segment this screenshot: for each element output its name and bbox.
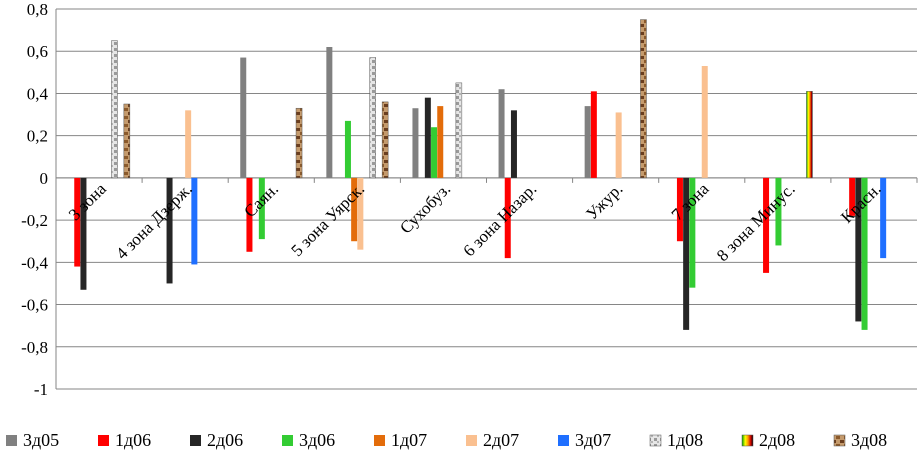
legend-swatch bbox=[374, 435, 385, 446]
legend: 3д05 1д06 2д06 3д06 1д07 2д07 3д07 1д08 2д08 3д08 bbox=[6, 430, 887, 450]
legend-label: 1д08 bbox=[667, 430, 703, 450]
legend-swatch bbox=[649, 434, 662, 447]
bar-2д06-9 bbox=[855, 177, 862, 322]
y-tick-label: -1 bbox=[34, 380, 48, 399]
bar-2д08-8 bbox=[806, 91, 813, 179]
bar-3д08-2 bbox=[295, 107, 303, 179]
legend-swatch bbox=[98, 435, 109, 446]
legend-swatch bbox=[190, 435, 201, 446]
legend-label: 3д05 bbox=[23, 430, 59, 450]
bar-2д07-6 bbox=[615, 112, 622, 178]
legend-label: 3д08 bbox=[851, 430, 887, 450]
legend-label: 3д07 bbox=[575, 430, 611, 450]
bar-3д06-8 bbox=[775, 177, 782, 246]
bar-3д08-0 bbox=[123, 103, 131, 179]
bar-1д06-0 bbox=[74, 177, 81, 267]
legend-swatch bbox=[558, 435, 569, 446]
bar-3д06-2 bbox=[258, 177, 265, 240]
legend-label: 1д07 bbox=[391, 430, 427, 450]
bar-1д06-7 bbox=[676, 177, 683, 242]
bar-1д08-3 bbox=[369, 57, 376, 179]
bar-1д07-4 bbox=[437, 106, 444, 178]
bar-2д06-7 bbox=[683, 177, 690, 330]
bar-3д06-9 bbox=[861, 177, 868, 330]
bar-1д06-6 bbox=[590, 91, 597, 178]
bar-1д06-8 bbox=[763, 177, 770, 273]
bar-1д08-0 bbox=[111, 40, 118, 179]
bar-2д06-5 bbox=[510, 110, 517, 178]
legend-swatch bbox=[833, 434, 846, 447]
bar-3д08-6 bbox=[640, 19, 647, 179]
bar-3д08-3 bbox=[381, 101, 389, 179]
axes bbox=[55, 9, 918, 389]
legend-label: 1д06 bbox=[115, 430, 151, 450]
legend-label: 3д06 bbox=[299, 430, 335, 450]
bar-2д07-1 bbox=[185, 110, 192, 178]
category-label: 8 зона Минус. bbox=[713, 179, 799, 265]
bar-1д06-5 bbox=[504, 177, 511, 259]
bar-3д07-1 bbox=[191, 177, 198, 265]
bar-1д06-9 bbox=[849, 177, 856, 216]
legend-label: 2д07 bbox=[483, 430, 519, 450]
bar-2д06-0 bbox=[80, 177, 87, 290]
bar-1д06-2 bbox=[246, 177, 253, 252]
y-tick-label: -0,2 bbox=[21, 211, 48, 230]
y-tick-labels: -1 -0,8 -0,6 -0,4 -0,2 0 0,2 0,4 0,6 0,8 bbox=[21, 0, 48, 399]
y-tick-label: -0,6 bbox=[21, 296, 48, 315]
bar-2д06-4 bbox=[424, 97, 431, 178]
legend-label: 2д08 bbox=[759, 430, 795, 450]
legend-swatch bbox=[741, 434, 754, 447]
category-label: Сухобуз. bbox=[396, 179, 454, 237]
bar-3д05-5 bbox=[498, 89, 505, 178]
bars bbox=[74, 19, 887, 330]
y-tick-label: 0,8 bbox=[27, 0, 48, 19]
y-tick-label: -0,8 bbox=[21, 338, 48, 357]
legend-swatch bbox=[466, 435, 477, 446]
legend-swatch bbox=[6, 435, 17, 446]
bar-2д06-1 bbox=[166, 177, 173, 284]
bar-3д07-9 bbox=[880, 177, 887, 259]
bar-3д05-4 bbox=[412, 108, 419, 178]
bar-2д07-7 bbox=[701, 66, 708, 178]
y-tick-label: 0,2 bbox=[27, 127, 48, 146]
y-tick-label: 0 bbox=[40, 169, 49, 188]
bar-3д06-4 bbox=[431, 127, 438, 178]
y-tick-label: -0,4 bbox=[21, 253, 48, 272]
legend-swatch bbox=[282, 435, 293, 446]
category-label: Ужур. bbox=[582, 179, 626, 223]
bar-3д06-3 bbox=[344, 120, 351, 178]
bar-3д05-6 bbox=[584, 106, 591, 178]
y-tick-label: 0,6 bbox=[27, 42, 48, 61]
category-labels: 3 зона 4 зона Дзерж. Саян. 5 зона Уярск. Сух… bbox=[65, 179, 885, 265]
y-tick-label: 0,4 bbox=[27, 84, 49, 103]
bar-3д06-7 bbox=[689, 177, 696, 288]
bar-3д05-2 bbox=[240, 57, 247, 178]
legend-label: 2д06 bbox=[207, 430, 243, 450]
bar-1д08-4 bbox=[455, 82, 463, 179]
bar-1д07-3 bbox=[351, 177, 358, 242]
category-label: 4 зона Дзерж. bbox=[112, 179, 196, 263]
bar-3д05-3 bbox=[326, 47, 333, 178]
category-label: 3 зона bbox=[65, 179, 110, 224]
bar-2д07-3 bbox=[357, 177, 364, 250]
